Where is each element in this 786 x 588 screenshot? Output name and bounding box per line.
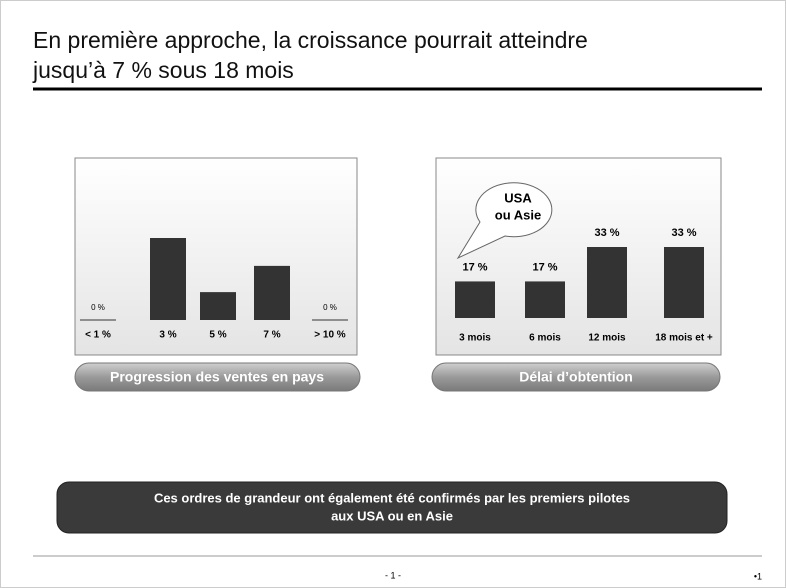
- conclusion: aux USA ou en Asie: [331, 508, 453, 523]
- callout: [456, 182, 553, 260]
- data-label: 0 %: [323, 303, 337, 312]
- x-tick-label: < 1 %: [85, 330, 111, 341]
- bar: [254, 265, 290, 320]
- bar: [664, 247, 704, 318]
- x-tick-label: > 10 %: [314, 330, 346, 341]
- chart-caption: Progression des ventes en pays: [110, 369, 324, 385]
- x-tick-label: 3 %: [159, 330, 176, 341]
- data-label: 17 %: [532, 261, 557, 273]
- x-tick-label: 5 %: [209, 330, 226, 341]
- annotation: USA: [504, 190, 532, 205]
- annotation: ou Asie: [495, 207, 541, 222]
- chart-frame: [74, 157, 358, 356]
- bar: [525, 281, 565, 318]
- caption-pill: [74, 362, 361, 392]
- data-label: 33 %: [671, 227, 696, 239]
- conclusion-box: [56, 481, 728, 534]
- title: En première approche, la croissance pour…: [33, 27, 588, 53]
- x-tick-label: 3 mois: [459, 333, 491, 344]
- data-label: 33 %: [594, 227, 619, 239]
- data-label: 0 %: [91, 303, 105, 312]
- bar: [200, 292, 236, 320]
- x-tick-label: 18 mois et +: [655, 333, 713, 344]
- x-tick-label: 6 mois: [529, 333, 561, 344]
- bar: [150, 238, 186, 320]
- slide-number: •1: [754, 571, 762, 581]
- x-tick-label: 12 mois: [588, 333, 626, 344]
- page-number: - 1 -: [385, 570, 401, 580]
- chart-caption: Délai d’obtention: [519, 369, 633, 385]
- conclusion: Ces ordres de grandeur ont également été…: [154, 490, 630, 505]
- data-label: 17 %: [462, 261, 487, 273]
- bar: [455, 281, 495, 318]
- bar: [587, 247, 627, 318]
- x-tick-label: 7 %: [263, 330, 280, 341]
- title: jusqu’à 7 % sous 18 mois: [32, 57, 294, 83]
- caption-pill: [431, 362, 721, 392]
